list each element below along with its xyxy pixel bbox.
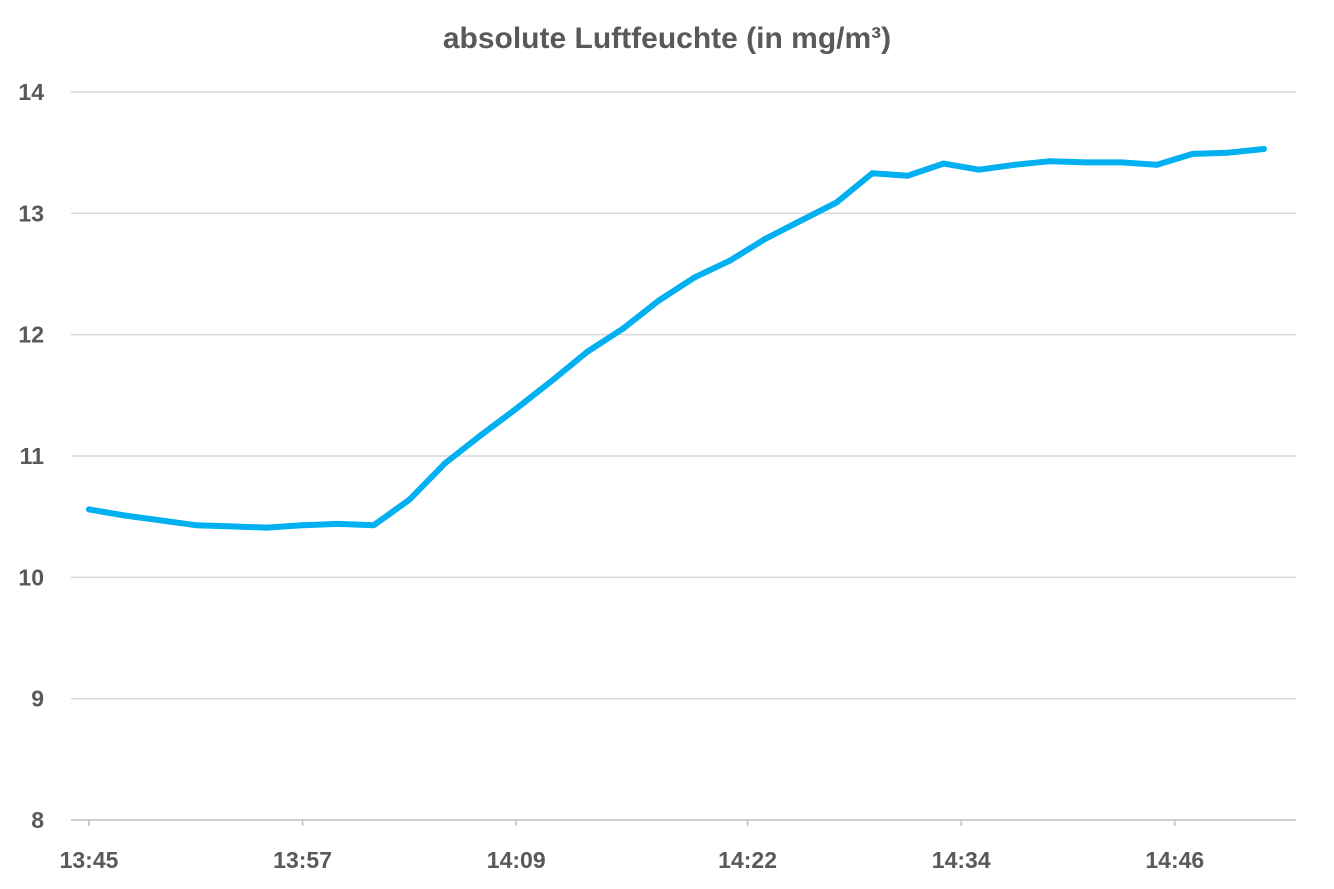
x-tick-label: 14:22 bbox=[718, 847, 777, 873]
x-tick-label: 13:45 bbox=[60, 847, 119, 873]
data-point bbox=[477, 432, 484, 439]
data-point bbox=[798, 217, 804, 224]
x-tick-label: 13:57 bbox=[273, 847, 332, 873]
series-group bbox=[86, 146, 1267, 531]
data-point bbox=[1225, 149, 1232, 156]
data-point bbox=[1118, 159, 1125, 166]
y-tick-label: 13 bbox=[18, 200, 44, 226]
data-point bbox=[726, 257, 733, 264]
y-tick-label: 10 bbox=[18, 564, 44, 590]
data-point bbox=[691, 274, 698, 281]
data-point bbox=[157, 517, 164, 524]
x-tick-label: 14:46 bbox=[1145, 847, 1204, 873]
chart-title: absolute Luftfeuchte (in mg/m³) bbox=[442, 22, 892, 55]
y-tick-label: 11 bbox=[20, 443, 45, 469]
data-point bbox=[1260, 146, 1267, 153]
data-point bbox=[940, 160, 947, 167]
x-tick-label: 14:34 bbox=[932, 847, 991, 873]
data-point bbox=[1154, 161, 1160, 168]
data-point bbox=[264, 524, 270, 531]
y-axis-ticks: 8 9 10 11 12 13 14 bbox=[18, 79, 44, 833]
data-point bbox=[442, 460, 448, 467]
data-point bbox=[370, 522, 377, 529]
data-point bbox=[976, 166, 982, 173]
y-tick-label: 14 bbox=[18, 79, 44, 105]
data-point bbox=[299, 522, 306, 529]
series-line bbox=[86, 146, 1267, 531]
data-point bbox=[869, 170, 876, 177]
y-tick-label: 9 bbox=[31, 686, 44, 712]
data-point bbox=[228, 523, 235, 530]
data-point bbox=[335, 520, 342, 527]
y-tick-label: 12 bbox=[18, 322, 44, 348]
data-point bbox=[1082, 159, 1089, 166]
data-point bbox=[904, 172, 911, 179]
data-point bbox=[1047, 158, 1054, 165]
x-tick-label: 14:09 bbox=[487, 847, 546, 873]
data-point bbox=[86, 506, 92, 513]
data-point bbox=[833, 199, 840, 206]
data-point bbox=[655, 297, 662, 304]
data-point bbox=[620, 325, 626, 332]
data-point bbox=[1189, 150, 1196, 157]
data-point bbox=[121, 512, 128, 519]
data-point bbox=[584, 348, 591, 355]
data-point bbox=[192, 522, 199, 529]
data-point bbox=[762, 235, 769, 242]
y-tick-label: 8 bbox=[31, 807, 44, 833]
data-point bbox=[513, 405, 520, 412]
data-point bbox=[548, 377, 555, 384]
data-point bbox=[406, 496, 413, 503]
gridlines bbox=[71, 91, 1296, 821]
data-point bbox=[1011, 161, 1018, 168]
x-axis-ticks: 13:45 13:57 14:09 14:22 14:34 14:46 bbox=[60, 820, 1204, 873]
